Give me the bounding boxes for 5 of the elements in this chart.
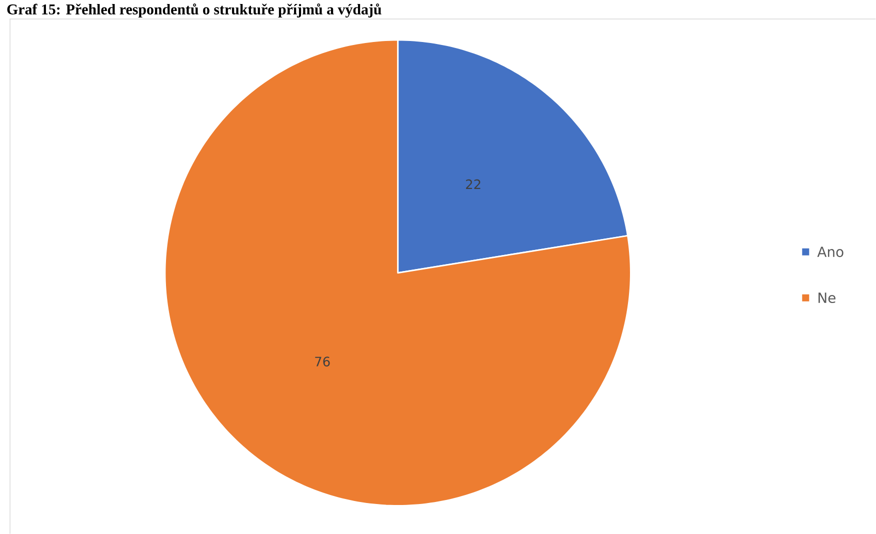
data-label: 76 [315, 356, 330, 366]
chart-title: Graf 15: Přehled respondentů o struktuře příjmů a výdajů [7, 3, 382, 18]
legend-label: Ano [817, 246, 844, 257]
legend-label: Ne [818, 292, 836, 303]
data-label: 22 [466, 179, 480, 189]
